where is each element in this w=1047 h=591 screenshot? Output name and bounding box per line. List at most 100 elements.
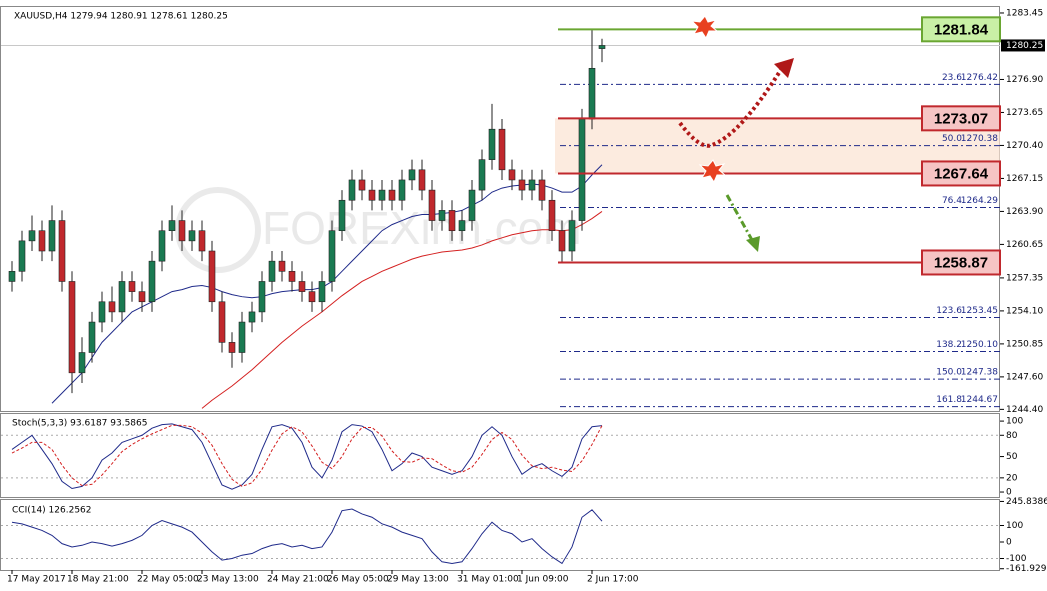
candle-body (498, 128, 506, 171)
candle-body (428, 189, 436, 221)
candle-body (358, 179, 366, 191)
y-tick-label: 1260.65 (1006, 240, 1043, 250)
x-tick-label: 23 May 13:00 (197, 575, 259, 585)
y-tick-label: -161.9291 (1006, 564, 1047, 574)
y-tick-label: 50 (1006, 452, 1018, 462)
candle-body (558, 230, 566, 252)
candle-body (158, 230, 166, 262)
y-tick-label: 1244.40 (1006, 405, 1043, 415)
candle-body (508, 169, 516, 181)
candle-body (188, 230, 196, 242)
fib-price: 1247.38 (961, 368, 998, 378)
candle-body (68, 281, 76, 374)
candle-body (128, 281, 136, 292)
candle-body (308, 291, 316, 303)
candle-body (148, 260, 156, 303)
price-box (1001, 39, 1045, 52)
y-tick-label: 0 (1006, 537, 1012, 547)
candle-body (298, 281, 306, 292)
y-tick-label: 100 (1006, 417, 1023, 427)
candle-body (248, 311, 256, 323)
candle-body (568, 220, 576, 252)
candle-body (468, 189, 476, 221)
candle-body (338, 199, 346, 232)
level-label: 1273.07 (934, 110, 988, 127)
x-tick-label: 24 May 21:00 (267, 575, 329, 585)
cci-title: CCI(14) 126.2562 (12, 506, 92, 516)
candle-body (238, 321, 246, 353)
x-tick-label: 31 May 01:00 (457, 575, 519, 585)
indicator-line (201, 211, 603, 409)
y-tick-label: 1270.40 (1006, 141, 1043, 151)
candle-body (208, 250, 216, 303)
fib-price: 1276.42 (961, 73, 998, 83)
watermark-logo (175, 187, 261, 273)
candle-body (88, 321, 96, 353)
x-tick-label: 1 Jun 09:00 (517, 575, 569, 585)
candle-body (18, 240, 26, 272)
y-tick-label: 1273.65 (1006, 108, 1043, 118)
candle-body (398, 179, 406, 201)
candle-body (458, 220, 466, 232)
y-tick-label: 1254.10 (1006, 306, 1043, 316)
fib-price: 1244.67 (961, 395, 998, 405)
up-arrowhead (774, 58, 794, 78)
x-tick-label: 26 May 05:00 (327, 575, 389, 585)
candle-body (328, 230, 336, 282)
candle-body (518, 179, 526, 191)
x-tick-label: 22 May 05:00 (137, 575, 199, 585)
y-tick-label: 245.8386 (1006, 497, 1047, 507)
y-tick-label: 0 (1006, 488, 1012, 498)
y-tick-label: -100 (1006, 554, 1027, 564)
level-box (921, 249, 1001, 276)
chart-title: XAUUSD,H4 1279.94 1280.91 1278.61 1280.2… (14, 12, 228, 22)
candle-body (388, 189, 396, 201)
candle-body (268, 260, 276, 282)
candle-body (368, 189, 376, 201)
fib-price: 1250.10 (961, 340, 998, 350)
level-label: 1258.87 (934, 254, 988, 271)
fib-ratio: 161.8 (936, 395, 962, 405)
fib-ratio: 23.6 (942, 73, 962, 83)
indicator-line (11, 508, 603, 565)
candle-body (588, 67, 596, 120)
fib-ratio: 123.6 (936, 306, 962, 316)
y-tick-label: 1250.85 (1006, 339, 1043, 349)
candle-body (318, 281, 326, 303)
fib-price: 1253.45 (961, 306, 998, 316)
y-tick-label: 1247.60 (1006, 372, 1043, 382)
candle-body (258, 281, 266, 313)
down-arrow (725, 194, 754, 241)
candle-body (288, 271, 296, 282)
y-tick-label: 100 (1006, 521, 1023, 531)
candle-body (8, 271, 16, 282)
main-frame (0, 6, 1000, 412)
candle-body (578, 118, 586, 221)
candle-body (488, 128, 496, 160)
candle-body (178, 220, 186, 242)
candle-body (408, 169, 416, 181)
indicator-line (11, 423, 603, 490)
candle-body (598, 45, 606, 49)
stoch-frame (0, 413, 1000, 498)
down-arrowhead (746, 236, 760, 252)
candle-body (538, 179, 546, 201)
level-label: 1281.84 (934, 21, 989, 38)
stoch-title: Stoch(5,3,3) 93.6187 93.5865 (12, 419, 147, 429)
y-tick-label: 1267.15 (1006, 174, 1043, 184)
fib-price: 1270.38 (961, 134, 998, 144)
candle-body (348, 179, 356, 201)
candle-body (198, 230, 206, 252)
up-arrow (678, 66, 784, 148)
indicator-line (51, 164, 603, 404)
burst-icon (690, 15, 719, 40)
burst-icon (698, 159, 727, 184)
y-tick-label: 1283.45 (1006, 8, 1043, 18)
candle-body (548, 199, 556, 232)
x-tick-label: 18 May 21:00 (67, 575, 129, 585)
level-box (921, 160, 1001, 187)
y-tick-label: 1257.35 (1006, 273, 1043, 283)
fib-ratio: 50.0 (942, 134, 962, 144)
